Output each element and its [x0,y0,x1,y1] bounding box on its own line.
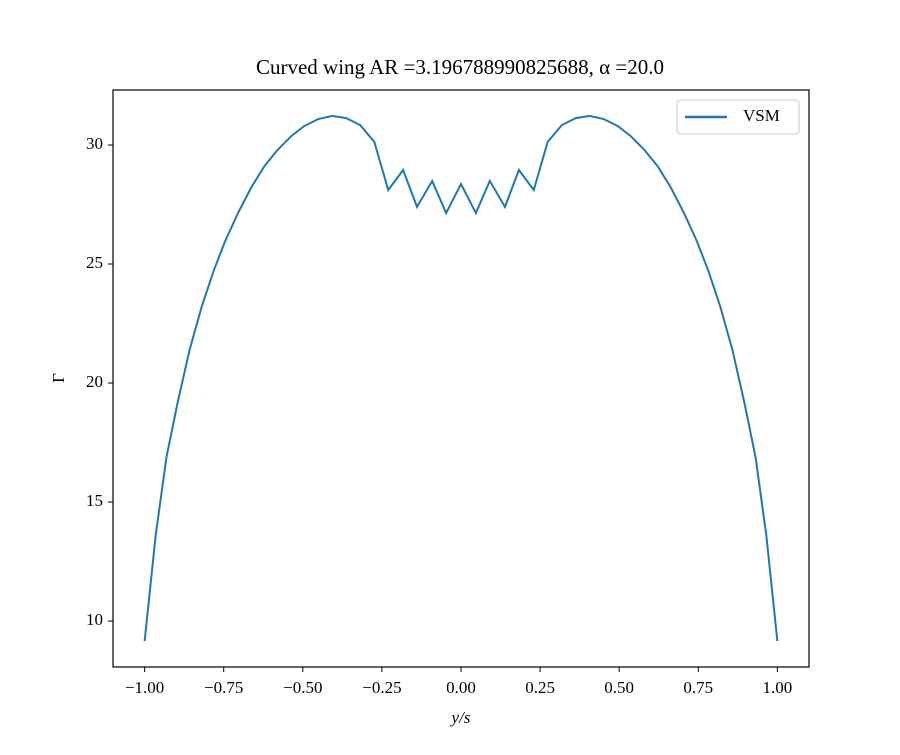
y-axis-label: Γ [49,373,68,383]
y-tick-label: 30 [86,134,103,153]
x-tick-label: 0.25 [525,678,555,697]
legend-label: VSM [743,106,780,125]
x-tick-label: 0.75 [683,678,713,697]
x-tick-label: −0.25 [362,678,401,697]
x-tick-label: −1.00 [125,678,164,697]
x-tick-label: −0.50 [283,678,322,697]
x-tick-label: 0.00 [446,678,476,697]
y-tick-label: 15 [86,491,103,510]
chart-title: Curved wing AR =3.196788990825688, α =20… [256,55,664,79]
line-series [143,114,779,642]
x-axis-label: y/s [450,708,471,727]
y-tick-label: 10 [86,610,103,629]
x-tick-label: −0.75 [204,678,243,697]
y-tick-label: 20 [86,372,103,391]
x-tick-label: 0.50 [604,678,634,697]
x-tick-label: 1.00 [762,678,792,697]
plot-frame [112,89,810,668]
y-tick-label: 25 [86,253,103,272]
legend-box [676,99,800,135]
